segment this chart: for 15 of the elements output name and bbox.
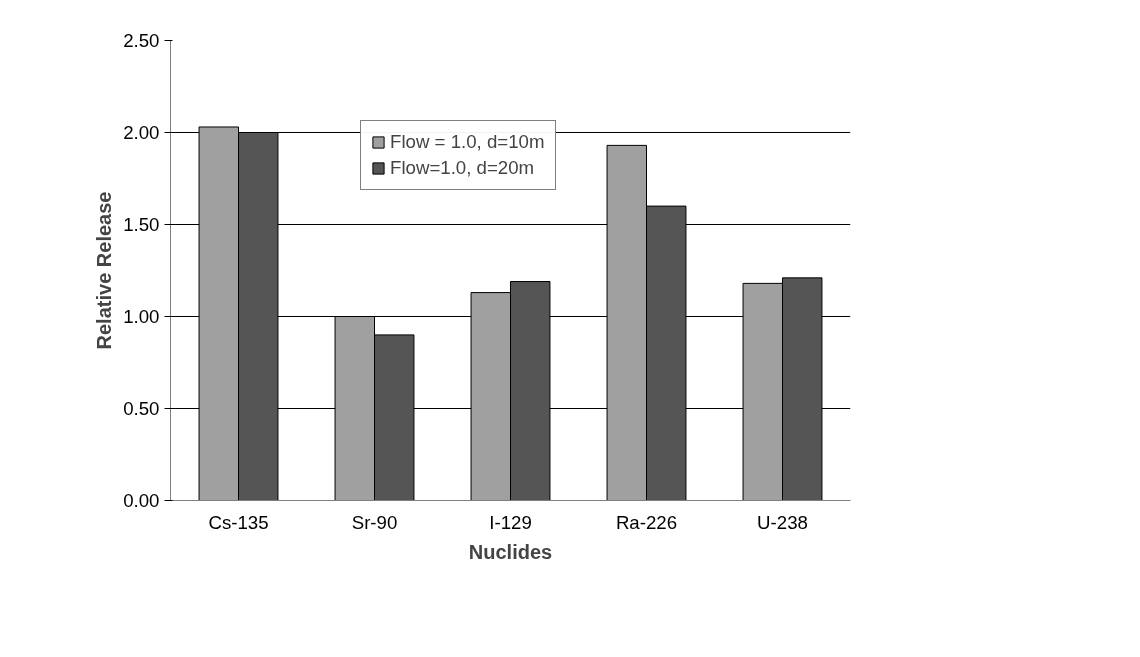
y-tick-label: 2.50 [123, 30, 160, 51]
x-tick-label: Ra-226 [615, 511, 678, 533]
y-axis-title: Relative Release [93, 191, 116, 350]
legend-label: Flow = 1.0, d=10m [390, 131, 545, 153]
y-tick-label: 1.00 [123, 306, 160, 327]
y-tick-label: 1.50 [123, 214, 160, 235]
legend-label: Flow=1.0, d=20m [390, 157, 535, 179]
y-tick-label: 0.50 [123, 398, 160, 419]
x-tick-label: I-129 [489, 511, 532, 533]
y-tick-label: 0.00 [123, 490, 160, 511]
x-axis-title: Nuclides [468, 540, 553, 563]
x-tick-label: Sr-90 [351, 511, 398, 533]
x-tick-label: U-238 [757, 511, 808, 533]
y-tick-label: 2.00 [123, 122, 160, 143]
x-tick-label: Cs-135 [208, 511, 269, 533]
